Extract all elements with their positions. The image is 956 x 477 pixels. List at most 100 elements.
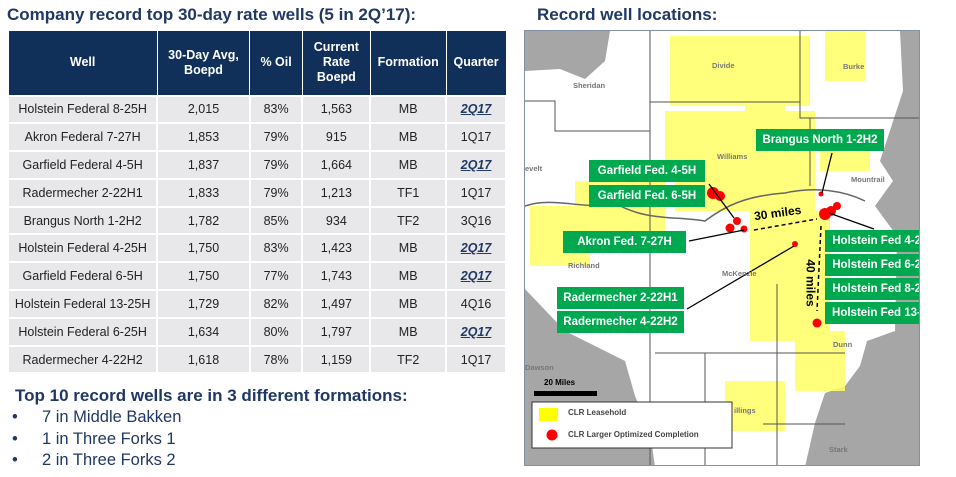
table-cell: Holstein Federal 6-25H [6, 316, 159, 347]
map-graphic [525, 31, 919, 465]
table-row: Garfield Federal 6-5H 1,750 77% 1,743 MB 2Q17 [6, 261, 507, 292]
table-cell: 2Q17 [445, 150, 507, 180]
table-row: Holstein Federal 4-25H 1,750 83% 1,423 MB 2Q1… [6, 233, 507, 264]
column-header: % Oil [249, 30, 303, 96]
well-label: Holstein Fed 13-25H [825, 302, 919, 324]
table-row: Brangus North 1-2H2 1,782 85% 934 TF2 3Q16 [6, 205, 507, 236]
table-cell: 2,015 [156, 94, 251, 125]
county-name: Divide [712, 61, 735, 70]
well-label: Holstein Fed 6-25H [825, 254, 919, 276]
well-label: Brangus North 1-2H2 [756, 129, 884, 151]
well-label: Akron Fed. 7-27H [563, 231, 686, 253]
table-cell: 2Q17 [445, 233, 507, 264]
summary-bullet: • 7 in Middle Bakken [12, 408, 181, 427]
table-cell: 1,743 [301, 261, 372, 292]
column-header: Formation [369, 30, 447, 96]
table-cell: TF1 [369, 177, 448, 208]
county-name: Mountrail [851, 175, 885, 184]
table-cell: 79% [248, 122, 304, 153]
county-name: Dunn [833, 340, 853, 349]
distance-40-miles: 40 miles [803, 259, 818, 307]
column-header: 30-Day Avg, Boepd [156, 30, 251, 96]
record-wells-table: Well 30-Day Avg, Boepd% Oil Current Rate B… [6, 30, 507, 375]
table-cell: 1,729 [156, 289, 251, 319]
table-cell: 1,423 [301, 233, 372, 264]
table-cell: 2Q17 [445, 261, 507, 292]
table-row: Holstein Federal 6-25H 1,634 80% 1,797 MB 2Q1… [6, 316, 507, 347]
table-row: Radermecher 2-22H1 1,833 79% 1,213 TF1 1Q17 [6, 177, 507, 208]
table-cell: MB [369, 122, 448, 153]
summary-bullet: • 2 in Three Forks 2 [12, 451, 176, 470]
table-cell: MB [369, 150, 448, 180]
table-cell: Brangus North 1-2H2 [6, 205, 159, 236]
table-cell: MB [369, 261, 448, 292]
table-row: Holstein Federal 8-25H 2,015 83% 1,563 MB 2Q1… [6, 94, 507, 125]
table-cell: TF2 [369, 344, 448, 375]
table-cell: 78% [248, 344, 304, 375]
table-cell: 79% [248, 177, 304, 208]
completion-dots [707, 187, 841, 328]
well-label: Garfield Fed. 4-5H [589, 160, 705, 182]
county-name: Williams [717, 152, 748, 161]
table-cell: MB [369, 94, 448, 125]
table-cell: 1,833 [156, 177, 251, 208]
bullet-mark: • [12, 408, 18, 426]
bullet-text: 1 in Three Forks 1 [42, 429, 176, 448]
table-cell: 85% [248, 205, 304, 236]
completion-swatch [546, 429, 558, 441]
table-cell: 80% [248, 316, 304, 347]
table-cell: 77% [248, 261, 304, 292]
table-cell: 79% [248, 150, 304, 180]
bullet-mark: • [12, 429, 18, 448]
bullet-text: 7 in Middle Bakken [42, 408, 182, 426]
table-cell: 82% [248, 289, 304, 319]
county-name: illings [734, 406, 756, 415]
column-header: Well [7, 30, 158, 96]
table-title: Company record top 30-day rate wells (5 … [7, 5, 417, 24]
county-name: McKenzie [722, 269, 757, 278]
bullet-text: 2 in Three Forks 2 [42, 451, 176, 469]
scale-bar [534, 391, 597, 396]
table-cell: 1,837 [156, 150, 251, 180]
summary-heading: Top 10 record wells are in 3 different f… [15, 386, 408, 405]
table-cell: 1,853 [156, 122, 251, 153]
county-name: Stark [829, 445, 848, 454]
table-cell: MB [369, 233, 448, 264]
table-cell: 1,618 [156, 344, 251, 375]
table-cell: MB [369, 289, 448, 319]
table-row: Garfield Federal 4-5H 1,837 79% 1,664 MB 2Q17 [6, 150, 507, 180]
column-header: Quarter [445, 30, 507, 96]
county-name: evelt [525, 164, 543, 173]
map-title: Record well locations: [537, 5, 718, 24]
table-cell: TF2 [369, 205, 448, 236]
table-cell: 4Q16 [445, 289, 507, 319]
table-cell: 1Q17 [445, 344, 507, 375]
table-cell: 1,797 [301, 316, 372, 347]
county-name: Richland [568, 261, 600, 270]
table-cell: 2Q17 [445, 316, 507, 347]
legend-leasehold: CLR Leasehold [568, 408, 627, 417]
table-cell: 1,159 [301, 344, 372, 375]
well-label: Holstein Fed 8-25H [825, 278, 919, 300]
summary-bullet: • 1 in Three Forks 1 [12, 430, 176, 449]
table-cell: 1,213 [301, 177, 372, 208]
table-cell: Radermecher 2-22H1 [6, 177, 159, 208]
table-cell: 1Q17 [445, 122, 507, 153]
bullet-mark: • [12, 451, 18, 469]
table-cell: Radermecher 4-22H2 [6, 344, 159, 375]
well-label: Radermecher 2-22H1 [557, 287, 684, 309]
table-cell: Holstein Federal 13-25H [6, 289, 159, 319]
well-label: Garfield Fed. 6-5H [589, 185, 705, 207]
table-row: Radermecher 4-22H2 1,618 78% 1,159 TF2 1Q17 [6, 344, 507, 375]
table-cell: Holstein Federal 4-25H [6, 233, 159, 264]
table-cell: Garfield Federal 4-5H [6, 150, 159, 180]
table-cell: 83% [248, 94, 304, 125]
county-name: Dawson [525, 363, 554, 372]
table-row: Akron Federal 7-27H 1,853 79% 915 MB 1Q17 [6, 122, 507, 153]
table-cell: 1,782 [156, 205, 251, 236]
table-cell: 1Q17 [445, 177, 507, 208]
table-cell: 934 [301, 205, 372, 236]
table-cell: Akron Federal 7-27H [6, 122, 159, 153]
table-cell: Garfield Federal 6-5H [6, 261, 159, 292]
scale-label: 20 Miles [544, 378, 576, 387]
